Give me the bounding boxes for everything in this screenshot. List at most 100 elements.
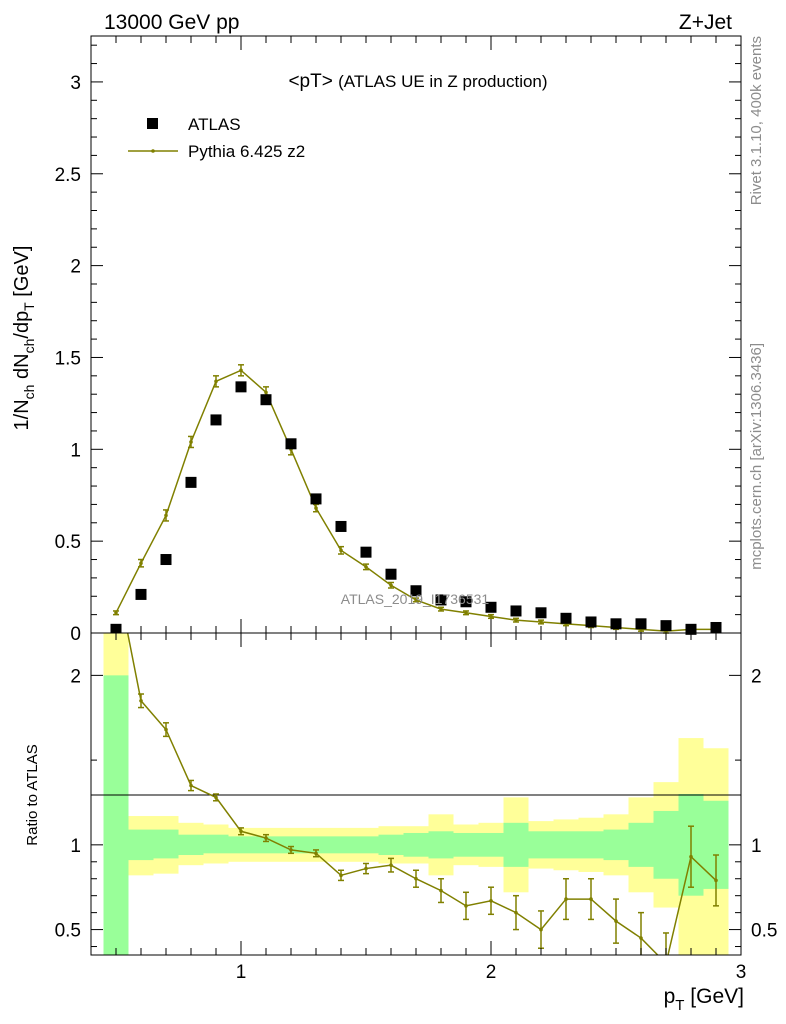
pythia-ratio-point <box>689 854 693 859</box>
atlas-data-point <box>610 618 622 630</box>
x-tick-label: 2 <box>486 962 497 983</box>
ratio-series-clipped <box>126 633 719 966</box>
pythia-point <box>389 583 393 588</box>
pythia-ratio-point <box>414 876 418 881</box>
pythia-point <box>214 379 218 384</box>
ratio-stat-uncertainty-band <box>103 675 129 955</box>
pythia-ratio-point <box>514 910 518 915</box>
pythia-ratio-point <box>464 904 468 908</box>
pythia-ratio-point <box>714 878 718 883</box>
pythia-ratio-point <box>614 919 618 923</box>
ratio-y-tick-label-right: 0.5 <box>751 921 777 942</box>
atlas-data-point <box>110 623 122 635</box>
ratio-stat-uncertainty-band <box>578 831 604 859</box>
ratio-stat-uncertainty-band <box>153 829 179 859</box>
pythia-ratio-point <box>289 848 293 852</box>
plot-title: <pT> (ATLAS UE in Z production) <box>288 71 547 92</box>
main-y-tick-label: 1 <box>70 440 81 461</box>
pythia-point <box>489 614 493 619</box>
ratio-y-tick-label-left: 1 <box>70 836 81 857</box>
pythia-ratio-point <box>664 962 668 966</box>
pythia-ratio-point <box>214 795 218 800</box>
ratio-stat-uncertainty-band <box>203 834 229 854</box>
legend-pythia-label: Pythia 6.425 z2 <box>188 142 305 161</box>
main-y-axis-label: 1/Nch dNch/dpT [GeV] <box>11 246 37 431</box>
ratio-stat-uncertainty-band <box>503 822 529 867</box>
ratio-stat-uncertainty-band <box>603 829 629 861</box>
ratio-stat-uncertainty-band <box>478 832 504 857</box>
main-y-tick-label: 2 <box>70 257 81 278</box>
atlas-data-point <box>235 381 247 393</box>
atlas-data-point <box>660 620 672 632</box>
ratio-stat-uncertainty-band <box>403 832 429 857</box>
ratio-panel: 0.5 0.5 1 1 2 2 1 2 3 Ratio to ATLAS <box>24 632 777 983</box>
ratio-y-axis-label: Ratio to ATLAS <box>24 744 41 845</box>
atlas-data-point <box>160 554 172 566</box>
ratio-uncertainty-bands <box>103 633 729 955</box>
y-label-sub-ch2: ch <box>21 339 37 354</box>
header-energy-label: 13000 GeV pp <box>104 11 239 34</box>
pythia-point <box>514 618 518 622</box>
pythia-ratio-point <box>589 897 593 901</box>
header-process-label: Z+Jet <box>679 11 732 34</box>
atlas-data-point <box>485 601 497 613</box>
atlas-data-point <box>360 546 372 558</box>
pythia-point <box>189 440 193 444</box>
atlas-data-point <box>585 616 597 628</box>
pythia-point <box>164 513 168 518</box>
pythia-ratio-point <box>539 927 543 932</box>
x-label-unit: [GeV] <box>684 985 744 1008</box>
atlas-data-point <box>335 520 347 532</box>
main-y-tick-label: 1.5 <box>55 348 81 369</box>
pythia-point <box>414 598 418 602</box>
analysis-watermark: ATLAS_2019_I1736531 <box>341 591 490 607</box>
pythia-ratio-point <box>339 873 343 878</box>
pythia-point <box>314 506 318 510</box>
ratio-series <box>126 633 719 966</box>
x-label-sub-t: T <box>675 997 684 1014</box>
x-tick-label: 3 <box>736 962 747 983</box>
atlas-data-point <box>135 588 147 600</box>
main-series <box>110 364 722 635</box>
atlas-data-point <box>210 414 222 426</box>
pythia-point <box>139 561 143 565</box>
pythia-ratio-point <box>189 783 193 788</box>
rivet-version-label: Rivet 3.1.10, 400k events <box>748 36 765 205</box>
ratio-stat-uncertainty-band <box>328 836 354 854</box>
x-axis-label: pT [GeV] <box>664 985 744 1014</box>
pythia-ratio-point <box>389 863 393 867</box>
pythia-point <box>364 565 368 569</box>
pythia-point <box>464 610 468 615</box>
ratio-y-tick-label-left: 2 <box>70 666 81 687</box>
pythia-ratio-point <box>639 936 643 940</box>
legend: ATLAS Pythia 6.425 z2 <box>128 115 305 161</box>
ratio-stat-uncertainty-band <box>178 834 204 856</box>
ratio-y-tick-label-left: 0.5 <box>55 921 81 942</box>
pythia-ratio-point <box>139 698 143 703</box>
ratio-stat-uncertainty-band <box>553 831 579 859</box>
main-panel: 0 0.5 1 1.5 2 2.5 3 <pT> (ATLAS UE in Z produc… <box>11 35 742 645</box>
ratio-panel-frame <box>90 632 742 956</box>
ratio-stat-uncertainty-band <box>303 836 329 854</box>
ratio-axes: 0.5 0.5 1 1 2 2 1 2 3 <box>55 633 777 983</box>
ratio-stat-uncertainty-band <box>278 836 304 854</box>
y-label-unit: [GeV] <box>11 246 33 303</box>
atlas-data-point <box>385 568 397 580</box>
y-label-sub-ch: ch <box>21 385 37 400</box>
atlas-data-point <box>285 438 297 450</box>
ratio-stat-uncertainty-band <box>628 822 654 867</box>
legend-atlas-label: ATLAS <box>188 115 241 134</box>
y-label-mid: dN <box>11 353 33 384</box>
atlas-data-point <box>685 623 697 635</box>
ratio-stat-uncertainty-band <box>228 836 254 854</box>
ratio-y-tick-label-right: 1 <box>751 836 762 857</box>
mcplots-source-label: mcplots.cern.ch [arXiv:1306.3436] <box>748 343 765 570</box>
main-y-tick-label: 0.5 <box>55 532 81 553</box>
pythia-ratio-point <box>564 897 568 901</box>
pythia-ratio-point <box>264 836 268 840</box>
main-y-tick-label: 3 <box>70 73 81 94</box>
ratio-stat-uncertainty-band <box>453 832 479 857</box>
ratio-y-tick-label-right: 2 <box>751 666 762 687</box>
atlas-data-point <box>535 607 547 619</box>
main-y-tick-label: 0 <box>70 624 81 645</box>
